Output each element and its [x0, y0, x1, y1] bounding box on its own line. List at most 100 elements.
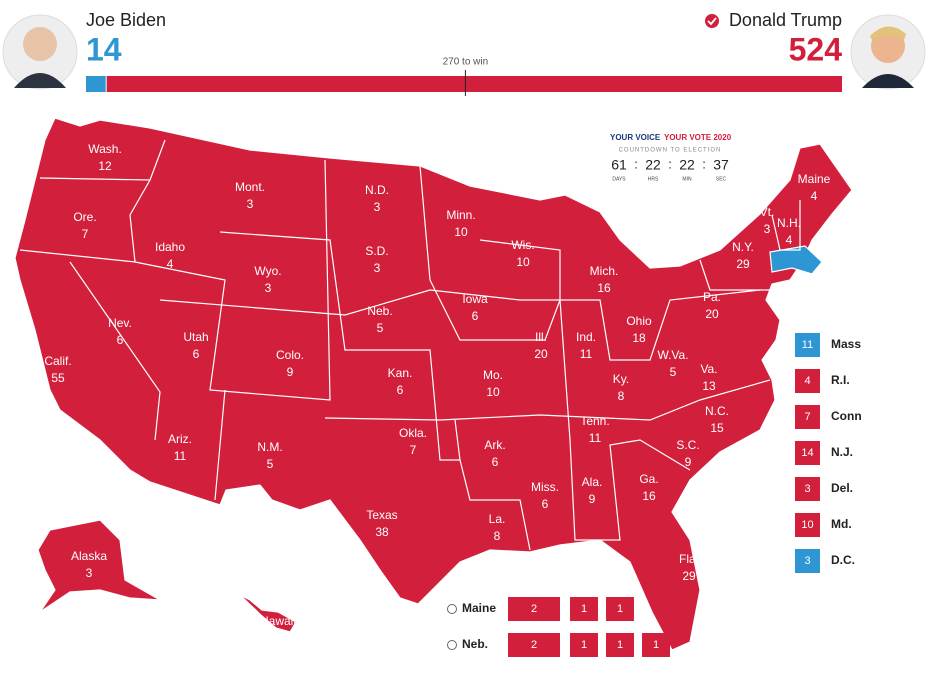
- state-votes: 38: [375, 525, 389, 539]
- candidate-votes: 524: [789, 31, 843, 67]
- border: [134, 159, 331, 401]
- state-name: Miss.: [531, 480, 559, 494]
- border: [69, 261, 161, 441]
- state-votes: 11: [580, 347, 593, 361]
- state-votes: 5: [267, 457, 274, 471]
- state-votes: 4: [786, 233, 793, 247]
- state-name: Wyo.: [254, 264, 281, 278]
- state-votes: 9: [589, 492, 596, 506]
- state-votes: 8: [618, 389, 625, 403]
- state-votes: 10: [454, 225, 468, 239]
- state-name: Mont.: [235, 180, 265, 194]
- state-name: Ariz.: [168, 432, 192, 446]
- state-name: Texas: [366, 508, 397, 522]
- border: [324, 379, 771, 421]
- state-name: Minn.: [446, 208, 475, 222]
- small-state-box: [795, 441, 820, 465]
- small-state-box: [795, 549, 820, 573]
- district-votes: 1: [581, 639, 587, 651]
- state-votes: 10: [516, 255, 530, 269]
- small-state-box: [795, 513, 820, 537]
- state-votes: 3: [374, 200, 381, 214]
- state-votes: 6: [193, 347, 200, 361]
- border: [771, 200, 801, 251]
- countdown-value: 61: [611, 157, 627, 173]
- border: [419, 165, 561, 341]
- countdown-separator: :: [668, 156, 672, 171]
- state-name: Fla.: [679, 552, 699, 566]
- small-state-votes: 7: [804, 411, 810, 423]
- small-state-name: Del.: [831, 481, 853, 495]
- state-name: Utah: [183, 330, 208, 344]
- state-votes: 29: [682, 569, 696, 583]
- state-name: Va.: [700, 362, 717, 376]
- district-votes: 2: [531, 639, 537, 651]
- info-icon: [447, 604, 457, 614]
- countdown-unit: HRS: [648, 176, 659, 182]
- border: [479, 239, 561, 300]
- state-votes: 16: [597, 281, 611, 295]
- small-state-name: D.C.: [831, 553, 855, 567]
- state-name: S.D.: [365, 244, 388, 258]
- candidate-name: Joe Biden: [86, 10, 166, 30]
- biden-face: [23, 27, 57, 61]
- countdown-value: 37: [713, 157, 729, 173]
- state-votes: 4: [811, 189, 818, 203]
- state-votes: 13: [702, 379, 716, 393]
- state-name: Ind.: [576, 330, 596, 344]
- state-votes: 4: [167, 257, 174, 271]
- state-name: N.M.: [257, 440, 282, 454]
- state-name: Ore.: [73, 210, 96, 224]
- state-votes: 3: [265, 281, 272, 295]
- state-votes: 15: [710, 421, 724, 435]
- state-votes: 20: [705, 307, 719, 321]
- state-votes: 18: [632, 331, 646, 345]
- state-votes: 9: [287, 365, 294, 379]
- state-name: N.D.: [365, 183, 389, 197]
- district-box: [606, 597, 634, 621]
- winner-check-mark: [707, 17, 717, 26]
- small-state-votes: 11: [802, 339, 813, 351]
- trump-suit: [862, 74, 914, 88]
- state-votes: 8: [494, 529, 501, 543]
- state-name: Ill.: [535, 330, 547, 344]
- state-votes: 5: [377, 321, 384, 335]
- countdown-value: 22: [679, 157, 695, 173]
- alaska: [37, 519, 161, 613]
- vote-bar: [106, 76, 843, 92]
- district-state: Maine: [462, 601, 496, 615]
- state-votes: 7: [410, 443, 417, 457]
- state-votes: 55: [51, 371, 65, 385]
- hawaii: [239, 594, 297, 633]
- countdown-unit: MIN: [682, 176, 692, 182]
- state-name: Okla.: [399, 426, 427, 440]
- border: [159, 289, 521, 316]
- state-name: N.Y.: [732, 240, 754, 254]
- state-name: Iowa: [462, 292, 488, 306]
- dynamic-layer: 270 to winWash.12Ore.7Calif.55Nev.6Idaho…: [44, 57, 862, 657]
- state-votes: 12: [98, 159, 112, 173]
- small-state-name: Mass: [831, 337, 861, 351]
- state-votes: 3: [247, 197, 254, 211]
- state-name: N.C.: [705, 404, 729, 418]
- state-name: Hawaii: [260, 614, 296, 628]
- state-borders: [19, 139, 801, 551]
- state-name: Pa.: [703, 290, 721, 304]
- state-votes: 3: [86, 566, 93, 580]
- small-state-name: Md.: [831, 517, 852, 531]
- state-votes: 6: [472, 309, 479, 323]
- state-votes: 3: [374, 261, 381, 275]
- state-name: Ohio: [626, 314, 652, 328]
- small-state-name: Conn: [831, 409, 862, 423]
- small-state-box: [795, 477, 820, 501]
- state-votes: 6: [492, 455, 499, 469]
- state-name: Mo.: [483, 368, 503, 382]
- state-votes: 5: [670, 365, 677, 379]
- state-name: Ark.: [484, 438, 505, 452]
- state-name: Ga.: [639, 472, 658, 486]
- state-votes: 6: [397, 383, 404, 397]
- trump-face: [871, 29, 905, 63]
- state-name: Calif.: [44, 354, 71, 368]
- state-votes: 20: [534, 347, 548, 361]
